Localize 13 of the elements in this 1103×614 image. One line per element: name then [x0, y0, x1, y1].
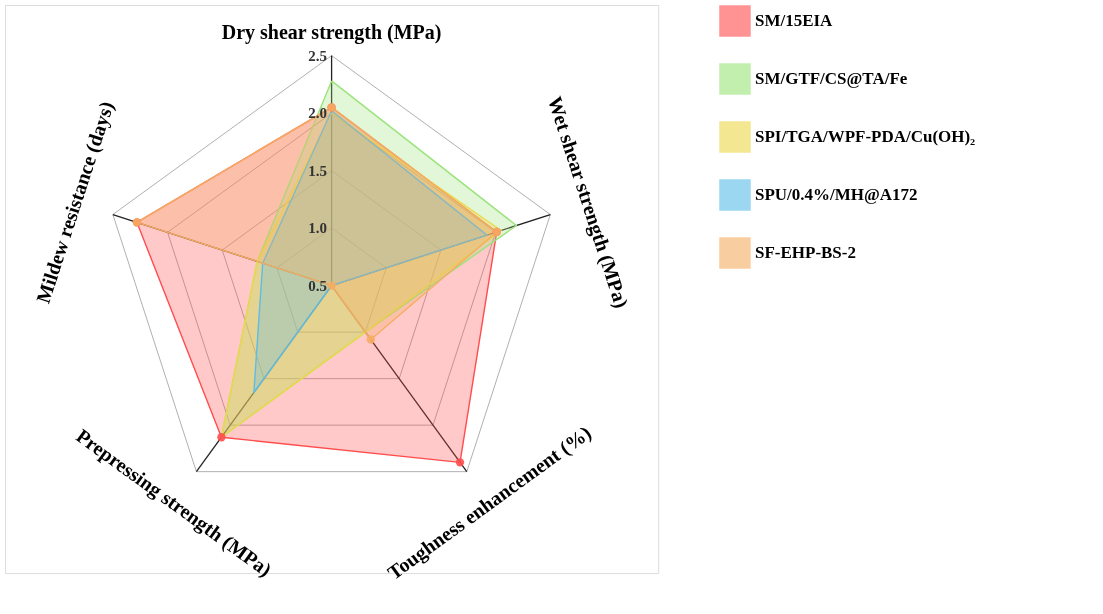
legend-label: SPI/TGA/WPF-PDA/Cu(OH)₂	[754, 127, 976, 146]
spoke-label: Dry shear strength (MPa)	[221, 20, 442, 44]
legend-label: SM/GTF/CS@TA/Fe	[754, 69, 908, 88]
legend-label: SM/15EIA	[754, 11, 834, 30]
y-tick-label: 0.5	[308, 277, 327, 294]
legend-label: SPU/0.4%/MH@A172	[754, 185, 918, 204]
y-tick-label: 1.0	[308, 220, 327, 237]
spoke-label: Wet shear strength (MPa)	[542, 93, 634, 311]
y-tick-label: 2.5	[308, 47, 327, 64]
spoke-label: Mildew resistance (days)	[31, 98, 119, 306]
y-tick-label: 2.0	[308, 105, 327, 122]
legend-label: SF-EHP-BS-2	[754, 243, 856, 262]
y-tick-label: 1.5	[308, 162, 327, 179]
